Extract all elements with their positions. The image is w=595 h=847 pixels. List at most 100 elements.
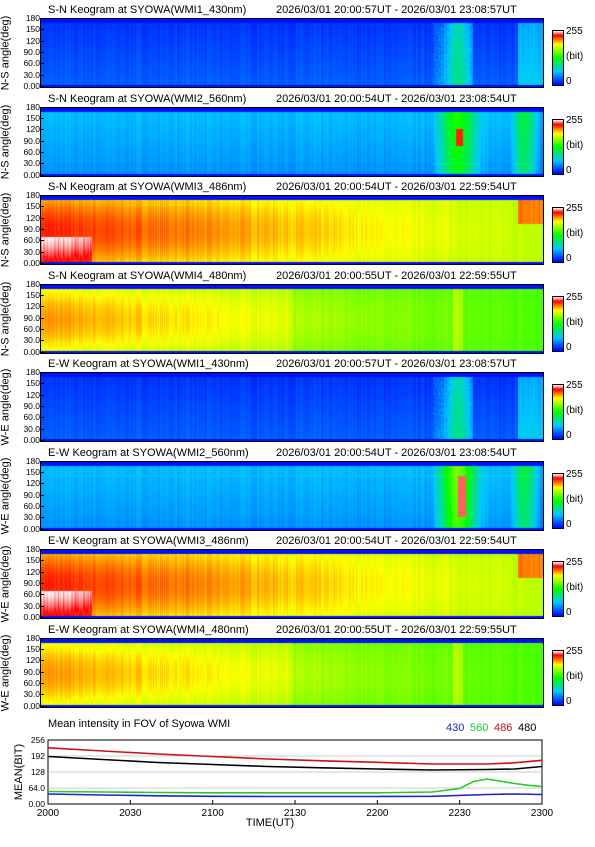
y-tick-label: 30.0 <box>23 423 40 434</box>
y-tick-mark <box>40 560 44 562</box>
keogram-time-range: 2026/03/01 20:00:55UT - 2026/03/01 22:59… <box>276 269 517 282</box>
y-tick-mark <box>40 594 44 596</box>
y-tick-label: 150 <box>25 201 40 212</box>
x-tick-label: 2100 <box>202 808 225 819</box>
y-tick-mark <box>40 86 44 87</box>
keogram-title: E-W Keogram at SYOWA(WMI2_560nm) <box>48 446 249 459</box>
colorbar-min: 0 <box>566 695 572 707</box>
y-tick-mark <box>40 283 44 285</box>
mean-intensity-svg: Mean intensity in FOV of Syowa WMI 430 560… <box>13 718 554 829</box>
y-tick-label: 0.00 <box>23 612 40 622</box>
keogram-time-range: 2026/03/01 20:00:54UT - 2026/03/01 22:59… <box>276 181 517 193</box>
y-tick-mark <box>40 483 44 485</box>
y-tick-label: 150 <box>25 555 40 566</box>
y-tick-label: 150 <box>25 24 40 35</box>
y-tick-mark <box>40 505 44 507</box>
colorbar-min: 0 <box>566 164 572 176</box>
y-tick-mark <box>40 317 44 319</box>
y-tick-label: 150 <box>25 378 40 389</box>
y-tick-label: 120 <box>25 124 40 135</box>
y-tick-label: 30.0 <box>23 689 40 700</box>
y-tick-label: 0.00 <box>23 346 40 357</box>
y-tick-label: 60.0 <box>23 146 40 157</box>
y-tick-mark <box>40 460 44 462</box>
y-tick-mark <box>40 263 44 264</box>
y-tick-label: 180 <box>25 278 40 289</box>
y-tick-mark <box>40 660 44 662</box>
colorbar <box>552 118 564 175</box>
y-tick-label: 30.0 <box>23 158 40 169</box>
y-tick-label: 90.0 <box>23 135 40 146</box>
colorbar <box>552 649 564 706</box>
y-tick-label: 64.0 <box>28 783 45 793</box>
y-tick-mark <box>40 18 44 19</box>
keogram-image <box>40 106 544 177</box>
y-tick-mark <box>40 351 44 353</box>
y-tick-label: 150 <box>25 643 40 654</box>
colorbar-min: 0 <box>566 76 572 87</box>
colorbar-min: 0 <box>566 518 572 530</box>
keogram-image <box>40 372 544 442</box>
y-tick-label: 90.0 <box>23 666 40 677</box>
x-tick-label: 2230 <box>449 808 472 819</box>
y-tick-mark <box>40 528 44 530</box>
y-tick-mark <box>40 40 44 42</box>
y-tick-label: 90.0 <box>23 489 40 500</box>
y-tick-label: 90.0 <box>23 401 40 411</box>
y-tick-label: 30.0 <box>23 512 40 523</box>
y-tick-mark <box>40 106 44 108</box>
y-tick-label: 90.0 <box>23 47 40 57</box>
y-tick-mark <box>40 682 44 684</box>
colorbar-unit: (bit) <box>566 51 584 62</box>
y-tick-label: 30.0 <box>23 600 40 611</box>
y-tick-label: 0.00 <box>23 435 40 445</box>
y-tick-mark <box>40 372 44 373</box>
keogram-image <box>40 460 544 531</box>
legend-entry-480: 480 <box>518 722 536 734</box>
colorbar-max: 255 <box>566 645 583 657</box>
y-tick-label: 120 <box>25 566 40 577</box>
y-tick-label: 60.0 <box>23 589 40 600</box>
y-tick-mark <box>40 406 44 407</box>
y-tick-label: 128 <box>31 767 45 777</box>
y-tick-mark <box>40 29 44 31</box>
y-tick-mark <box>40 471 44 473</box>
y-tick-mark <box>40 340 44 342</box>
x-tick-label: 2200 <box>366 808 389 819</box>
keogram-time-range: 2026/03/01 20:00:57UT - 2026/03/01 23:08… <box>276 358 517 370</box>
y-tick-mark <box>40 637 44 639</box>
y-tick-label: 150 <box>25 112 40 123</box>
y-tick-mark <box>40 517 44 519</box>
colorbar <box>552 561 564 617</box>
mean-intensity-chart: Mean intensity in FOV of Syowa WMI 430 560… <box>0 716 595 842</box>
y-tick-mark <box>40 129 44 131</box>
colorbar-min: 0 <box>566 341 572 353</box>
colorbar-unit: (bit) <box>566 316 584 328</box>
y-tick-mark <box>40 671 44 673</box>
keogram-title: S-N Keogram at SYOWA(WMI1_430nm) <box>48 4 247 16</box>
y-tick-mark <box>40 251 44 253</box>
y-tick-label: 0.00 <box>23 169 40 180</box>
colorbar <box>552 384 564 440</box>
y-tick-mark <box>40 163 44 165</box>
legend-entry-430: 430 <box>446 722 464 734</box>
y-tick-label: 60.0 <box>23 412 40 423</box>
y-tick-label: 0.00 <box>28 799 45 809</box>
colorbar-max: 255 <box>566 26 583 37</box>
colorbar-min: 0 <box>566 607 572 618</box>
y-tick-label: 180 <box>25 455 40 466</box>
colorbar-max: 255 <box>566 468 583 480</box>
colorbar-unit: (bit) <box>566 228 584 239</box>
keogram-image <box>40 637 544 708</box>
y-tick-mark <box>40 52 44 53</box>
colorbar-unit: (bit) <box>566 493 584 505</box>
colorbar-max: 255 <box>566 380 583 391</box>
colorbar-max: 255 <box>566 557 583 568</box>
keogram-title: E-W Keogram at SYOWA(WMI1_430nm) <box>48 358 249 370</box>
keogram-time-range: 2026/03/01 20:00:55UT - 2026/03/01 22:59… <box>276 623 517 636</box>
y-tick-label: 150 <box>25 466 40 477</box>
keogram-title: E-W Keogram at SYOWA(WMI4_480nm) <box>48 623 249 636</box>
x-axis-label: TIME(UT) <box>246 817 294 829</box>
y-tick-label: 180 <box>25 544 40 554</box>
legend-entry-560: 560 <box>470 722 488 734</box>
